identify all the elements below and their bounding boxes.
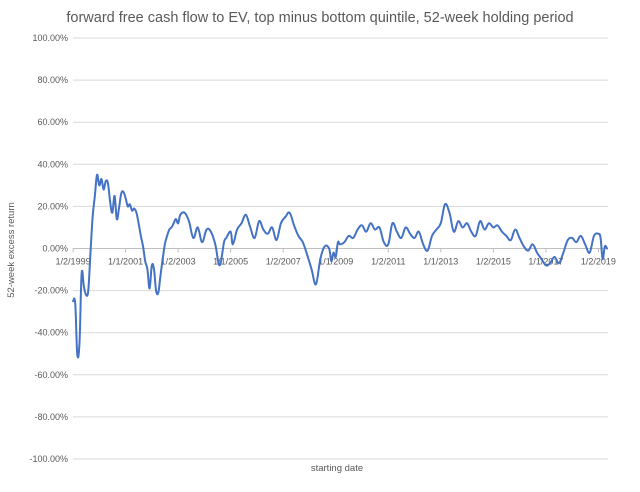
y-tick-label: 0.00% (42, 244, 68, 254)
x-axis (72, 248, 608, 253)
chart-title: forward free cash flow to EV, top minus … (66, 10, 573, 26)
y-tick-label: 20.00% (37, 201, 68, 211)
x-tick-label: 1/2/2015 (476, 257, 511, 267)
x-tick-label: 1/1/2005 (213, 257, 248, 267)
x-tick-label: 1/2/2007 (266, 257, 301, 267)
series-layer (72, 173, 608, 359)
x-axis-tick-labels: 1/2/1999 1/1/2001 1/2/2003 1/1/2005 1/2/2007… (56, 257, 616, 267)
y-tick-label: -100.00% (29, 454, 68, 464)
x-tick-label: 1/2/1999 (56, 257, 91, 267)
y-tick-label: 60.00% (37, 117, 68, 127)
x-tick-label: 1/2/2011 (371, 257, 405, 267)
x-tick-label: 1/2/2003 (161, 257, 196, 267)
y-tick-label: 40.00% (37, 159, 68, 169)
y-tick-label: -20.00% (34, 286, 68, 296)
y-axis-tick-labels: 100.00% 80.00% 60.00% 40.00% 20.00% 0.00% -20.… (29, 33, 68, 464)
x-tick-label: 1/1/2009 (318, 257, 353, 267)
y-tick-label: -40.00% (34, 328, 68, 338)
x-tick-label: 1/1/2013 (423, 257, 458, 267)
y-tick-label: 100.00% (32, 33, 68, 43)
series-line (72, 173, 608, 359)
y-tick-label: 80.00% (37, 75, 68, 85)
y-tick-label: -80.00% (34, 412, 68, 422)
x-tick-label: 1/1/2017 (528, 257, 563, 267)
x-axis-title: starting date (311, 463, 363, 474)
x-tick-label: 1/1/2001 (108, 257, 143, 267)
y-tick-label: -60.00% (34, 370, 68, 380)
x-tick-label: 1/2/2019 (581, 257, 616, 267)
y-axis-title: 52-week excess return (6, 202, 17, 298)
